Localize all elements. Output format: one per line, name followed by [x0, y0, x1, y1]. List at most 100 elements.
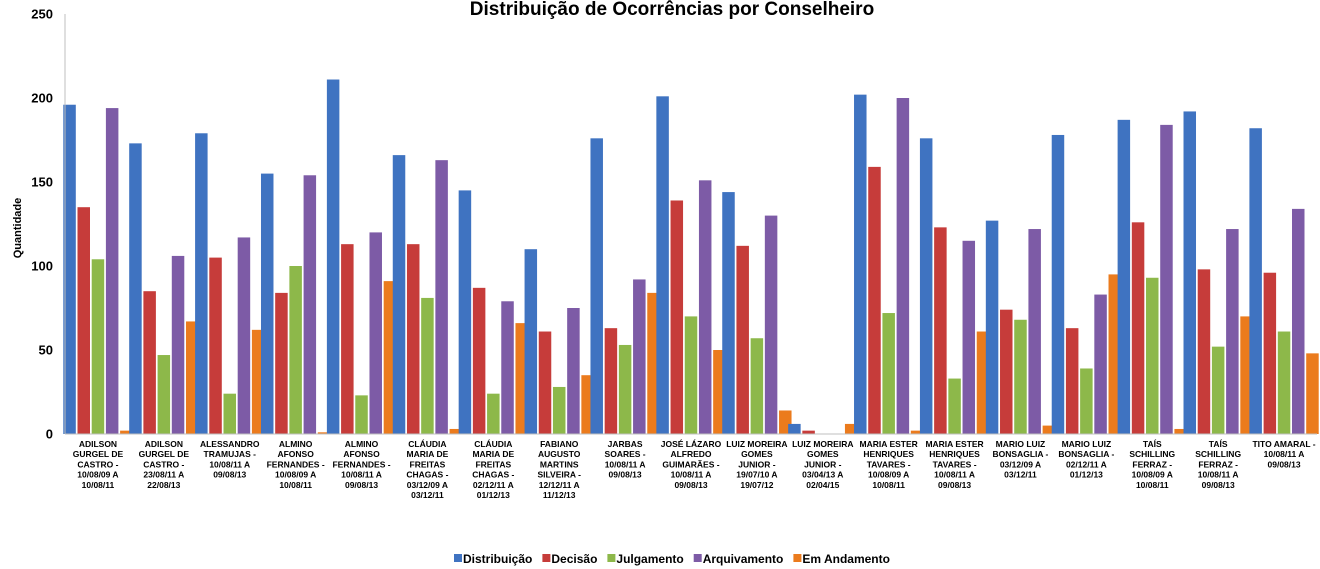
x-tick-label: JARBAS SOARES -10/08/11 A 09/08/13 [605, 439, 646, 480]
x-tick-label: ALESSANDRO TRAMUJAS -10/08/11 A 09/08/13 [200, 439, 260, 480]
bar-17-series-4 [1160, 124, 1173, 434]
x-tick-label: TAÍS SCHILLING FERRAZ -10/08/09 A 10/08/11 [1129, 439, 1175, 490]
legend: Distribuição Decisão Julgamento Arquivament… [454, 552, 890, 566]
legend-label: Distribuição [463, 552, 532, 566]
x-tick-label: MARIO LUIZ BONSAGLIA -03/12/09 A 03/12/11 [993, 439, 1049, 480]
bar-10-series-4 [698, 180, 712, 434]
bar-1-series-3 [91, 259, 105, 434]
legend-label: Julgamento [616, 552, 683, 566]
bar-19-series-5 [1306, 353, 1319, 434]
legend-swatch [542, 554, 551, 562]
bar-14-series-1 [919, 138, 933, 434]
y-tick-label: 200 [31, 91, 53, 106]
x-tick-label: FABIANO AUGUSTO MARTINS SILVEIRA -12/12/11 … [537, 439, 581, 500]
bar-13-series-3 [882, 313, 895, 434]
bar-5-series-4 [369, 232, 382, 434]
bar-7-series-4 [501, 301, 514, 434]
bar-1-series-4 [105, 108, 119, 434]
bar-18-series-3 [1211, 346, 1225, 434]
bar-8-series-2 [538, 331, 552, 434]
bar-10-series-2 [670, 200, 684, 434]
legend-item: Em Andamento [793, 552, 890, 566]
bar-2-series-3 [157, 355, 171, 434]
legend-item: Julgamento [607, 552, 684, 566]
bar-11-series-3 [750, 338, 764, 434]
bar-14-series-3 [948, 378, 961, 434]
bar-14-series-2 [934, 227, 947, 434]
bar-4-series-1 [260, 173, 274, 434]
bar-15-series-2 [1000, 309, 1013, 434]
bar-13-series-1 [854, 94, 867, 434]
bar-19-series-3 [1277, 331, 1291, 434]
y-tick-label: 150 [31, 175, 53, 190]
legend-swatch [693, 554, 702, 562]
x-tick-label: MARIO LUIZ BONSAGLIA -02/12/11 A 01/12/13 [1058, 439, 1114, 480]
bar-17-series-5 [1174, 428, 1187, 434]
bar-6-series-5 [449, 428, 463, 434]
bar-10-series-3 [684, 316, 698, 434]
x-tick-label: TITO AMARAL -10/08/11 A 09/08/13 [1252, 439, 1315, 469]
bar-15-series-1 [985, 220, 999, 434]
bar-1-series-5 [120, 430, 133, 434]
x-tick-label: ALMINO AFONSO FERNANDES -10/08/09 A 10/08/1… [267, 439, 325, 490]
bar-9-series-4 [633, 279, 646, 434]
bar-10-series-1 [656, 96, 669, 434]
bar-18-series-1 [1183, 111, 1197, 434]
x-tick-label: CLÁUDIA MARIA DE FREITAS CHAGAS -03/12/09 A… [406, 439, 448, 500]
bar-19-series-1 [1249, 128, 1262, 435]
bars-group [63, 79, 1319, 435]
bar-1-series-2 [77, 207, 90, 434]
bar-7-series-3 [487, 393, 500, 434]
bar-8-series-1 [524, 249, 538, 434]
y-tick-label: 100 [31, 259, 53, 274]
y-tick-label: 50 [39, 343, 53, 358]
legend-item: Distribuição [454, 552, 532, 566]
bar-4-series-3 [289, 266, 302, 434]
legend-item: Arquivamento [693, 552, 783, 566]
bar-11-series-1 [722, 192, 735, 434]
bar-5-series-3 [355, 395, 368, 434]
bar-1-series-1 [63, 104, 76, 434]
bar-16-series-4 [1094, 294, 1107, 434]
x-tick-label: TAÍS SCHILLING FERRAZ -10/08/11 A 09/08/13 [1195, 439, 1241, 490]
bar-17-series-1 [1117, 119, 1131, 434]
bar-11-series-2 [736, 245, 749, 434]
bar-13-series-5 [910, 430, 924, 434]
bar-3-series-2 [209, 257, 222, 434]
bar-19-series-4 [1292, 208, 1305, 434]
y-tick-label: 0 [46, 427, 53, 442]
bar-9-series-1 [590, 138, 603, 434]
legend-swatch [454, 554, 462, 562]
bar-8-series-3 [552, 386, 566, 434]
bar-17-series-2 [1131, 222, 1145, 434]
bar-16-series-2 [1065, 328, 1079, 434]
bar-13-series-2 [868, 166, 881, 434]
bar-6-series-3 [421, 297, 434, 434]
bar-6-series-2 [406, 244, 420, 434]
bar-16-series-1 [1051, 134, 1065, 434]
bar-3-series-1 [195, 133, 208, 434]
bar-4-series-4 [303, 175, 317, 434]
bar-9-series-3 [618, 344, 632, 434]
bar-15-series-4 [1028, 229, 1041, 434]
legend-label: Decisão [551, 552, 597, 566]
bar-8-series-4 [567, 308, 580, 434]
bar-2-series-4 [171, 255, 185, 434]
bar-4-series-2 [275, 292, 288, 434]
bar-6-series-4 [435, 160, 448, 434]
y-axis-label: Quantidade [12, 198, 24, 259]
bar-18-series-4 [1226, 229, 1239, 434]
bar-15-series-5 [1042, 425, 1056, 434]
bar-14-series-4 [962, 240, 976, 434]
x-tick-label: ADILSON GURGEL DE CASTRO -10/08/09 A 10/08/… [73, 439, 124, 490]
y-tick-labels: 0 50 100 150 200 250 [31, 7, 53, 442]
bar-5-series-1 [326, 79, 340, 435]
legend-label: Em Andamento [802, 552, 890, 566]
bar-12-series-1 [788, 423, 801, 434]
bar-4-series-5 [317, 432, 331, 434]
x-tick-label: ALMINO AFONSO FERNANDES -10/08/11 A 09/08/1… [332, 439, 390, 490]
